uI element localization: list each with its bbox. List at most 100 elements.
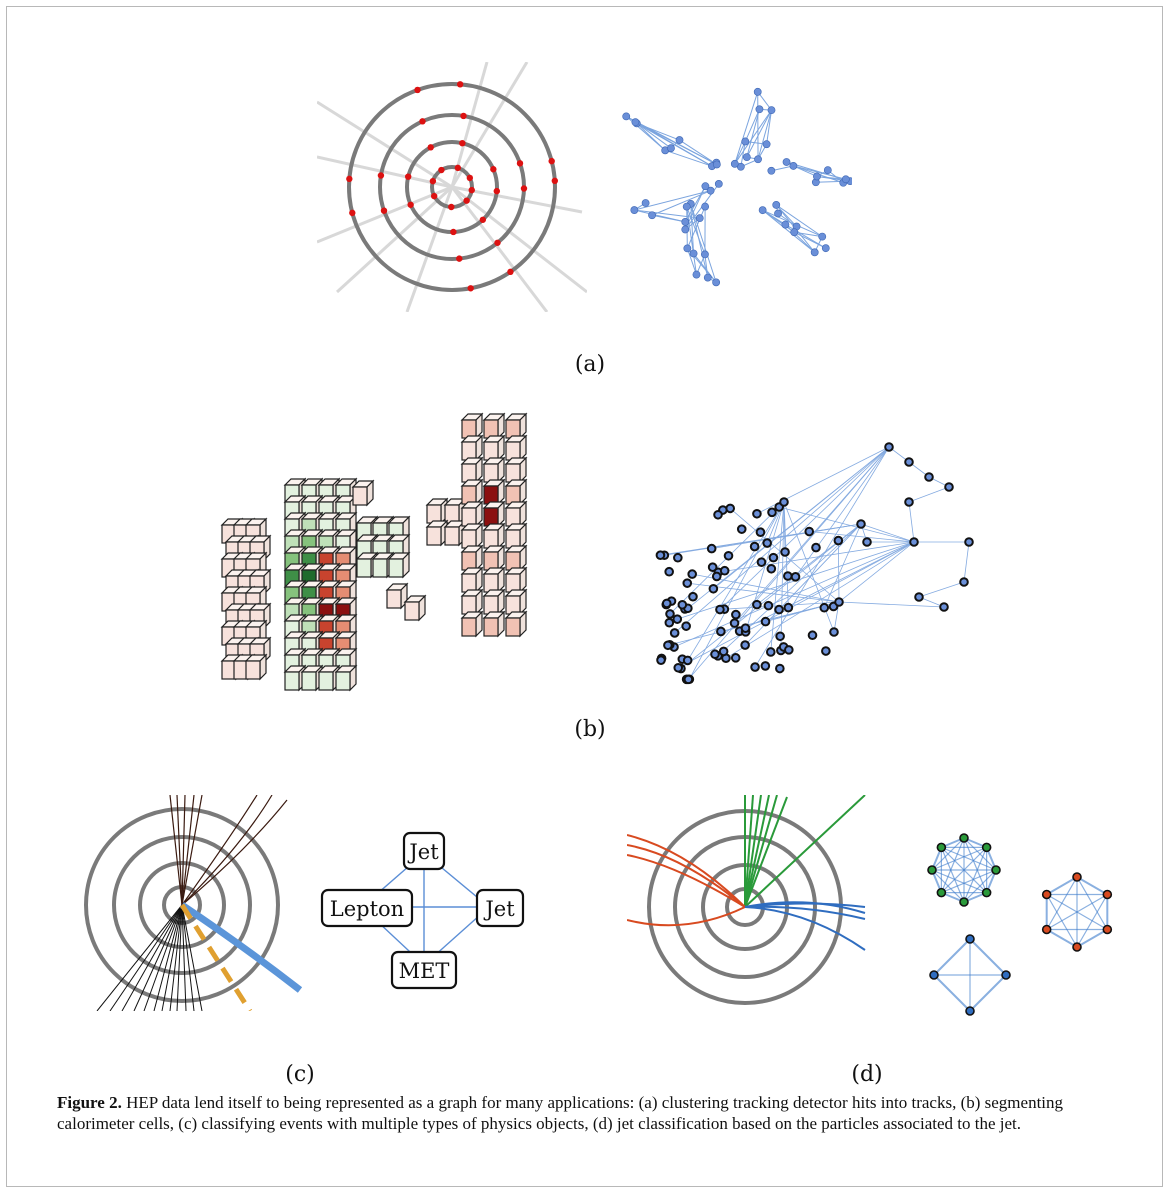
- jet-node: [965, 1006, 975, 1016]
- graph-node: [884, 442, 894, 452]
- graph-edge: [838, 601, 945, 608]
- hit-point: [377, 172, 385, 179]
- graph-node: [829, 627, 839, 637]
- graph-node: [904, 497, 914, 507]
- panel-a-hit-graph: [622, 87, 852, 287]
- graph-node: [673, 662, 684, 673]
- graph-node: [783, 602, 794, 613]
- graph-node: [661, 598, 672, 609]
- graph-node: [664, 566, 674, 577]
- calorimeter-cell: [505, 529, 521, 549]
- graph-edge: [969, 938, 1007, 976]
- graph-node: [939, 602, 949, 612]
- graph-node: [856, 519, 866, 529]
- graph-edge: [756, 523, 862, 605]
- graph-node: [752, 508, 762, 519]
- node-met: MET: [399, 959, 450, 983]
- graph-node: [782, 158, 791, 166]
- graph-node: [712, 278, 721, 287]
- graph-node: [689, 249, 698, 258]
- graph-node: [756, 557, 767, 567]
- graph-edge: [775, 204, 823, 238]
- graph-edge: [746, 109, 772, 158]
- jet-node: [981, 842, 992, 853]
- panel-a-detector-hits: [317, 62, 587, 312]
- hit-point: [404, 173, 412, 180]
- graph-node: [834, 597, 844, 607]
- calorimeter-cell: [461, 507, 477, 527]
- graph-node: [789, 162, 798, 170]
- graph-node: [708, 583, 719, 594]
- graph-node: [681, 218, 690, 226]
- graph-edge: [684, 185, 706, 223]
- graph-edge: [793, 165, 846, 180]
- graph-node: [810, 248, 819, 257]
- graph-node: [779, 497, 789, 507]
- graph-edge: [933, 938, 971, 976]
- graph-node: [665, 609, 675, 619]
- graph-edge: [837, 540, 840, 603]
- hit-point: [493, 187, 501, 195]
- graph-edge: [635, 121, 672, 149]
- calorimeter-cell: [483, 617, 499, 637]
- graph-edge: [734, 109, 772, 165]
- graph-node: [663, 640, 673, 651]
- graph-node: [813, 172, 821, 181]
- calorimeter-cell: [483, 529, 499, 549]
- graph-edge: [940, 847, 965, 903]
- calorimeter-cell: [505, 463, 521, 483]
- figure-label: Figure 2.: [57, 1093, 122, 1112]
- hit-point: [438, 166, 445, 174]
- graph-edge: [770, 501, 785, 653]
- node-jet-top: Jet: [407, 840, 439, 864]
- graph-node: [807, 630, 818, 641]
- graph-node: [755, 105, 764, 114]
- graph-edge: [941, 846, 997, 871]
- graph-node: [818, 232, 827, 241]
- node-jet-right: Jet: [483, 897, 515, 921]
- graph-edge: [711, 523, 862, 549]
- graph-edge: [908, 501, 915, 543]
- jet-node: [981, 887, 992, 898]
- calorimeter-cell: [461, 419, 477, 439]
- hit-point: [490, 166, 497, 173]
- calorimeter-cell: [505, 507, 521, 527]
- jet-node: [991, 865, 1001, 875]
- hit-point: [551, 177, 559, 185]
- graph-edge: [794, 231, 827, 249]
- graph-node: [767, 166, 776, 175]
- graph-node: [682, 202, 691, 211]
- hit-point: [414, 86, 421, 94]
- graph-node: [667, 144, 675, 153]
- graph-edge: [754, 446, 890, 668]
- graph-node: [740, 623, 751, 633]
- graph-node: [772, 201, 781, 209]
- calorimeter-cell: [505, 551, 521, 571]
- graph-edge: [823, 523, 862, 608]
- calorimeter-cell: [461, 617, 477, 637]
- graph-edge: [734, 91, 759, 164]
- graph-edge: [634, 209, 700, 219]
- hit-point: [419, 118, 426, 125]
- jet-node: [1001, 970, 1011, 980]
- graph-node: [656, 655, 666, 665]
- graph-node: [681, 225, 690, 234]
- graph-node: [780, 547, 790, 557]
- calorimeter-cell: [483, 485, 499, 505]
- panel-a-label: (a): [574, 352, 606, 377]
- graph-edge: [757, 109, 772, 160]
- graph-node: [712, 160, 721, 169]
- graph-node: [669, 628, 680, 638]
- panel-b-cell-graph: [655, 442, 974, 685]
- graph-node: [944, 482, 954, 492]
- graph-node: [714, 180, 723, 188]
- graph-node: [710, 649, 720, 660]
- graph-edge: [713, 446, 890, 590]
- graph-node: [673, 552, 683, 563]
- graph-node: [775, 663, 785, 674]
- graph-edge: [680, 523, 862, 669]
- figure-frame: (a) (b): [6, 6, 1163, 1187]
- panel-b-calorimeter-cells: [220, 412, 528, 692]
- graph-node: [823, 166, 832, 175]
- graph-node: [775, 631, 785, 642]
